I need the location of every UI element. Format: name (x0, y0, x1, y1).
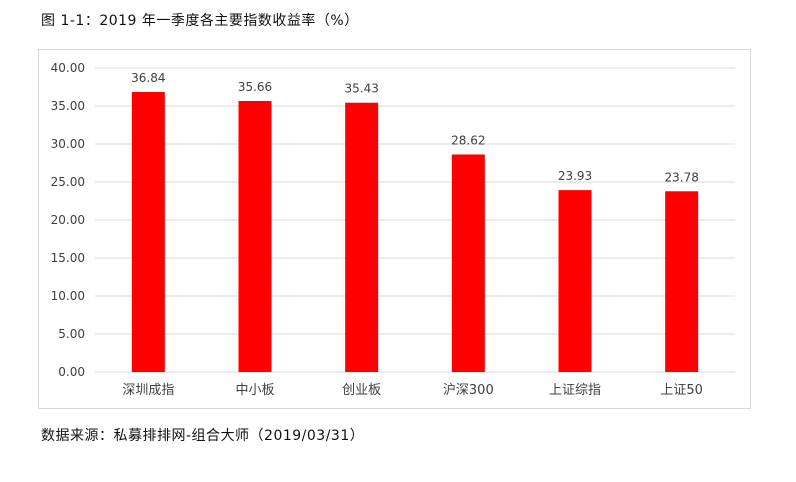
bar (238, 100, 272, 372)
bar (451, 154, 485, 372)
x-category-label: 中小板 (235, 383, 274, 398)
x-category-label: 上证综指 (549, 383, 601, 398)
y-tick-label: 20.00 (51, 213, 85, 227)
y-tick-label: 40.00 (51, 61, 85, 75)
x-category-label: 深圳成指 (122, 383, 174, 398)
data-label: 36.84 (131, 71, 165, 85)
bar (665, 191, 699, 372)
data-label: 23.78 (664, 170, 698, 184)
y-tick-label: 0.00 (58, 365, 85, 379)
bar (131, 92, 165, 373)
y-tick-label: 15.00 (51, 251, 85, 265)
data-label: 28.62 (451, 133, 485, 147)
source-note: 数据来源：私募排排网-组合大师（2019/03/31） (41, 428, 365, 444)
y-tick-label: 30.00 (51, 137, 85, 151)
y-tick-label: 35.00 (51, 99, 85, 113)
y-tick-label: 25.00 (51, 175, 85, 189)
data-label: 23.93 (558, 169, 592, 183)
bar (345, 102, 379, 372)
chart-area: 0.00 5.00 10.00 15.00 20.00 25.00 30.00 35.00 40… (38, 49, 751, 409)
bar (558, 190, 592, 372)
y-tick-label: 10.00 (51, 289, 85, 303)
data-label: 35.66 (238, 80, 272, 94)
x-category-label: 沪深300 (443, 382, 494, 398)
y-tick-label: 5.00 (58, 327, 85, 341)
x-category-label: 创业板 (342, 383, 381, 398)
figure-title: 图 1-1：2019 年一季度各主要指数收益率（%） (41, 13, 359, 29)
bar-chart: 0.00 5.00 10.00 15.00 20.00 25.00 30.00 35.00 40… (51, 61, 735, 398)
data-label: 35.43 (344, 82, 378, 96)
x-category-label: 上证50 (660, 383, 703, 398)
